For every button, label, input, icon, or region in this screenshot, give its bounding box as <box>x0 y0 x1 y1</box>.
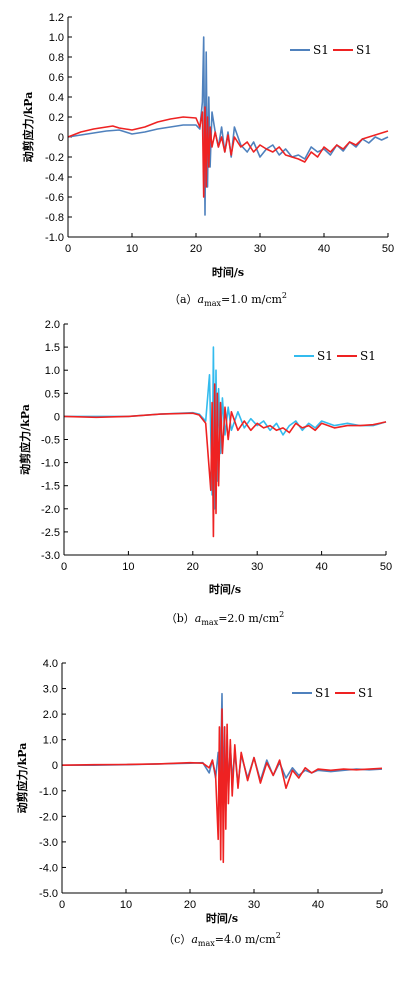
y-tick-label: -1.0 <box>45 232 64 244</box>
y-tick-label: 1.0 <box>45 365 60 377</box>
y-tick-label: -4.0 <box>39 862 58 874</box>
x-tick-label: 20 <box>190 243 202 255</box>
y-tick-label: 1.5 <box>45 342 60 354</box>
y-tick-label: -0.4 <box>45 172 64 184</box>
y-tick-label: -5.0 <box>39 888 58 900</box>
legend-label: S1 <box>360 349 376 363</box>
y-tick-label: -0.6 <box>45 192 64 204</box>
y-tick-label: -1.5 <box>41 481 60 493</box>
x-axis-label: 时间/s <box>209 582 241 596</box>
y-tick-label: 1.2 <box>49 12 64 24</box>
x-tick-label: 50 <box>382 243 394 255</box>
caption-value: =4.0 m/cm <box>215 933 277 946</box>
legend-label: S1 <box>317 349 333 363</box>
chart-caption: （b）amax=2.0 m/cm2 <box>166 610 285 627</box>
y-tick-label: -0.8 <box>45 212 64 224</box>
x-tick-label: 50 <box>380 561 392 573</box>
x-tick-label: 10 <box>122 561 134 573</box>
y-tick-label: 4.0 <box>43 658 58 670</box>
x-tick-label: 40 <box>318 243 330 255</box>
x-tick-label: 30 <box>251 561 263 573</box>
chart-caption: （c）amax=4.0 m/cm2 <box>163 931 281 948</box>
caption-var: a <box>191 933 198 946</box>
series-line-2 <box>63 383 387 538</box>
x-axis-label: 时间/s <box>206 911 238 925</box>
x-axis-label: 时间/s <box>212 265 244 279</box>
y-tick-label: 0.2 <box>49 112 64 124</box>
legend-label: S1 <box>313 43 329 57</box>
x-tick-label: 10 <box>126 243 138 255</box>
legend-label: S1 <box>356 43 372 57</box>
y-tick-label: -3.0 <box>41 550 60 562</box>
y-tick-label: 0.4 <box>49 92 64 104</box>
y-tick-label: -0.5 <box>41 435 60 447</box>
caption-prefix: （a） <box>169 293 198 306</box>
caption-sup: 2 <box>276 931 281 940</box>
y-tick-label: 0 <box>58 132 64 144</box>
caption-var: a <box>198 293 205 306</box>
caption-var: a <box>195 612 202 625</box>
series-line-2 <box>61 708 383 864</box>
caption-value: =1.0 m/cm <box>221 293 283 306</box>
x-tick-label: 0 <box>61 561 67 573</box>
x-tick-label: 0 <box>59 899 65 911</box>
x-tick-label: 0 <box>65 243 71 255</box>
y-tick-label: -1.0 <box>41 458 60 470</box>
y-tick-label: 2.0 <box>43 709 58 721</box>
y-tick-label: -2.0 <box>41 504 60 516</box>
caption-prefix: （c） <box>163 933 191 946</box>
x-tick-label: 40 <box>312 899 324 911</box>
caption-sub: max <box>204 299 221 308</box>
y-tick-label: -0.2 <box>45 152 64 164</box>
y-tick-label: -1.0 <box>39 786 58 798</box>
chart-panel-b: -3.0 -2.5 -2.0 -1.5 -1.0 -0.5 0 0.5 1.0 1.5 2.0 0 10… <box>18 319 392 627</box>
caption-sub: max <box>198 939 215 948</box>
y-axis-label: 动剪应力/kPa <box>18 404 32 475</box>
caption-sup: 2 <box>282 291 287 300</box>
x-tick-label: 10 <box>120 899 132 911</box>
y-tick-label: 0 <box>54 411 60 423</box>
chart-caption: （a）amax=1.0 m/cm2 <box>169 291 287 308</box>
caption-prefix: （b） <box>166 612 195 625</box>
y-tick-label: -2.0 <box>39 811 58 823</box>
x-tick-label: 40 <box>315 561 327 573</box>
x-tick-label: 20 <box>184 899 196 911</box>
legend-label: S1 <box>315 686 331 700</box>
x-tick-label: 30 <box>254 243 266 255</box>
legend-label: S1 <box>358 686 374 700</box>
chart-panel-c: -5.0 -4.0 -3.0 -2.0 -1.0 0 1.0 2.0 3.0 4.0 0 10 20 30… <box>15 658 388 948</box>
y-tick-label: 0 <box>52 760 58 772</box>
x-tick-label: 50 <box>376 899 388 911</box>
y-tick-label: 1.0 <box>43 735 58 747</box>
chart-panel-a: -1.0 -0.8 -0.6 -0.4 -0.2 0 0.2 0.4 0.6 0.8 1.0 1.2 0… <box>21 12 394 308</box>
y-tick-label: 0.6 <box>49 72 64 84</box>
caption-sup: 2 <box>279 610 284 619</box>
y-axis-label: 动剪应力/kPa <box>21 92 35 163</box>
x-tick-label: 30 <box>248 899 260 911</box>
series-line-2 <box>67 106 389 198</box>
y-tick-label: 0.8 <box>49 52 64 64</box>
y-axis-label: 动剪应力/kPa <box>15 743 29 814</box>
y-tick-label: 3.0 <box>43 684 58 696</box>
series-line-1 <box>67 36 389 216</box>
y-tick-label: 1.0 <box>49 32 64 44</box>
caption-sub: max <box>201 618 218 627</box>
caption-value: =2.0 m/cm <box>218 612 280 625</box>
y-tick-label: -3.0 <box>39 837 58 849</box>
x-tick-label: 20 <box>187 561 199 573</box>
y-tick-label: -2.5 <box>41 527 60 539</box>
y-tick-label: 0.5 <box>45 388 60 400</box>
y-tick-label: 2.0 <box>45 319 60 331</box>
